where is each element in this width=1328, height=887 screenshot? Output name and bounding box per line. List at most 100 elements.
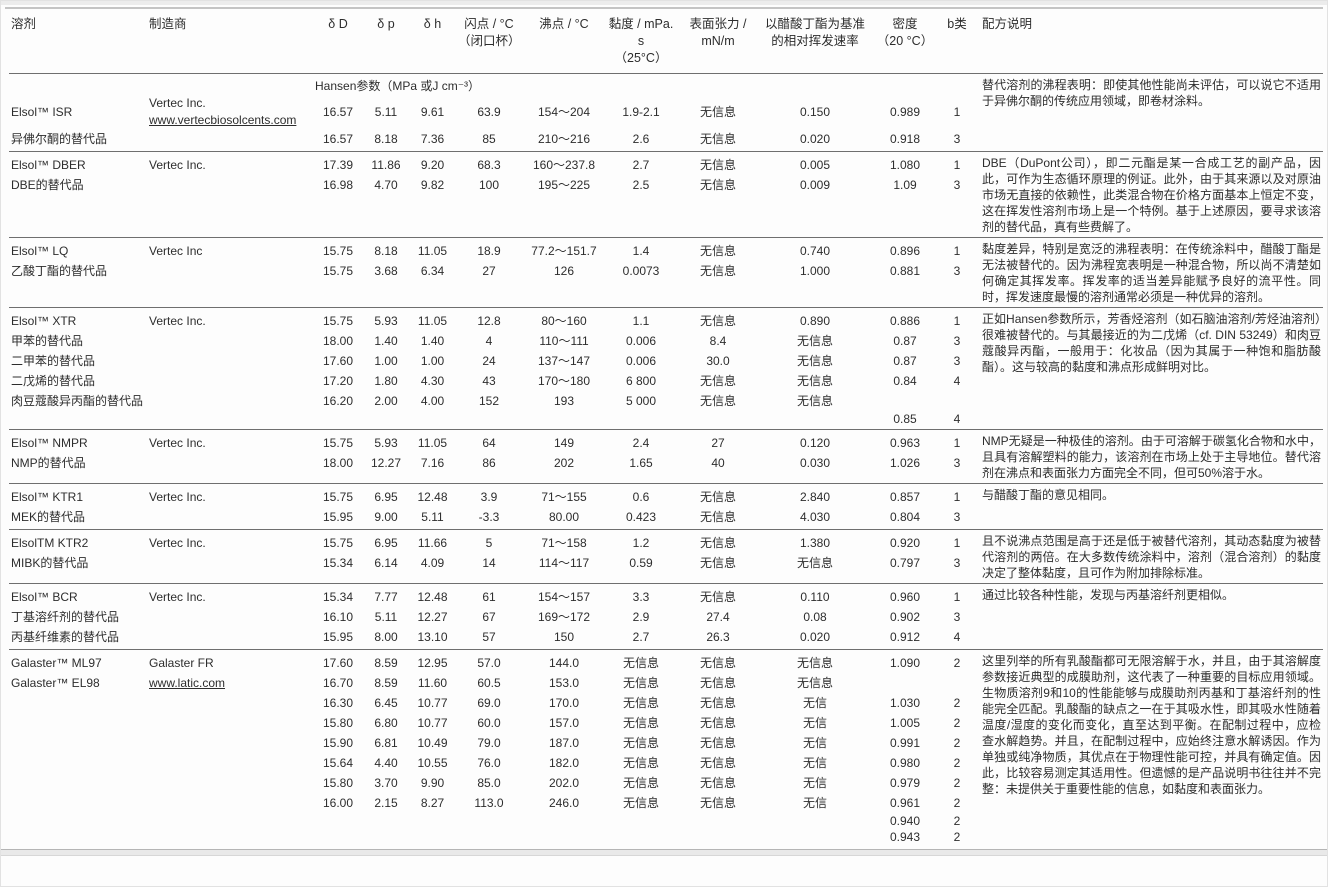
table-row: ElsolTM KTR2 Vertec Inc. 15.75 6.95 11.66 5 71… <box>9 533 974 553</box>
header-row: 溶剂 制造商 δ D δ p δ h 闪点 / °C （闭口杯） 沸点 / °C… <box>9 16 974 67</box>
header-manufacturer: 制造商 <box>149 17 187 31</box>
cell-delta-p: 5.11 <box>374 609 398 624</box>
cell-delta-p: 9.00 <box>374 509 398 524</box>
cell-viscosity: 无信息 <box>622 715 659 730</box>
cell-b-class: 1 <box>953 589 961 604</box>
cell-surface-tension: 无信息 <box>699 263 736 278</box>
solvent-name: Elsol™ KTR1 <box>11 489 84 504</box>
section-rows: Galaster™ ML97 Galaster FR 17.60 8.59 12.95 5… <box>9 653 974 845</box>
table-row: MEK的替代品 15.95 9.00 5.11 -3.3 80.00 0.423 无信息 4.0… <box>9 507 974 527</box>
cell-delta-p: 2.15 <box>374 795 398 810</box>
solvent-name: 二甲苯的替代品 <box>11 353 96 368</box>
cell-viscosity: 2.4 <box>632 435 650 450</box>
cell-density: 0.896 <box>889 243 921 258</box>
cell-density: 1.030 <box>889 695 921 710</box>
cell-surface-tension: 无信息 <box>699 313 736 328</box>
cell-boiling-point: 77.2～151.7 <box>531 243 597 258</box>
cell-surface-tension: 无信息 <box>699 104 736 119</box>
cell-viscosity: 1.1 <box>632 313 650 328</box>
table-row: 0.85 4 <box>9 411 974 427</box>
cell-delta-d: 15.75 <box>322 535 354 550</box>
cell-viscosity: 无信息 <box>622 675 659 690</box>
cell-delta-p: 4.40 <box>374 755 398 770</box>
cell-flash-point: 14 <box>482 555 496 570</box>
solvent-name: 甲苯的替代品 <box>11 333 84 348</box>
header-delta-p: δ p <box>377 17 395 31</box>
cell-manufacturer: Vertec Inc. www.vertecbiosolcents.com <box>147 95 313 129</box>
cell-flash-point: -3.3 <box>478 509 500 524</box>
cell-evaporation-rate: 无信 <box>802 695 827 710</box>
cell-b-class: 1 <box>953 104 961 119</box>
table-row: Elsol™ LQ Vertec Inc 15.75 8.18 11.05 18.9 77.… <box>9 241 974 261</box>
cell-delta-h: 9.20 <box>420 157 445 172</box>
cell-density: 1.09 <box>893 177 917 192</box>
cell-delta-h: 9.61 <box>420 104 445 119</box>
table-row: Elsol™ KTR1 Vertec Inc. 15.75 6.95 12.48 3.9 7… <box>9 487 974 507</box>
cell-viscosity: 无信息 <box>622 735 659 750</box>
section-rows: Hansen参数（MPa 或J cm⁻³） Elsol™ ISR Vertec In… <box>9 77 974 149</box>
manufacturer-name: Vertec Inc. <box>149 435 206 450</box>
cell-delta-d: 15.75 <box>322 243 354 258</box>
cell-density: 0.920 <box>889 535 921 550</box>
table-row: 二戊烯的替代品 17.20 1.80 4.30 43 170～180 6 800 无信息 无信息… <box>9 371 974 391</box>
page-top-band <box>1 1 1327 5</box>
cell-density: 0.87 <box>893 353 917 368</box>
cell-b-class: 2 <box>953 695 961 710</box>
cell-delta-d: 16.10 <box>322 609 354 624</box>
solvent-name: ElsolTM KTR2 <box>11 535 89 550</box>
cell-flash-point: 18.9 <box>477 243 501 258</box>
cell-delta-p: 2.00 <box>374 393 398 408</box>
solvent-name: 二戊烯的替代品 <box>11 373 96 388</box>
cell-delta-p: 8.59 <box>374 675 398 690</box>
cell-boiling-point: 149 <box>553 435 575 450</box>
cell-delta-p: 6.95 <box>374 489 398 504</box>
section-rows: Elsol™ BCR Vertec Inc. 15.34 7.77 12.48 61 154… <box>9 587 974 647</box>
header-flash-point-line1: 闪点 / °C <box>464 17 514 31</box>
formulation-note: 与醋酸丁酯的意见相同。 <box>982 488 1115 502</box>
cell-flash-point: 61 <box>482 589 496 604</box>
cell-surface-tension: 无信息 <box>699 177 736 192</box>
cell-delta-p: 7.77 <box>374 589 398 604</box>
cell-viscosity: 0.006 <box>625 333 657 348</box>
cell-delta-d: 15.34 <box>322 555 354 570</box>
cell-surface-tension: 无信息 <box>699 535 736 550</box>
section-rows: Elsol™ NMPR Vertec Inc. 15.75 5.93 11.05 64 14… <box>9 433 974 481</box>
table-row: 15.64 4.40 10.55 76.0 182.0 无信息 无信息 无信 0.980 2 <box>9 753 974 773</box>
cell-boiling-point: 110～111 <box>539 333 589 348</box>
cell-delta-h: 11.66 <box>417 535 448 550</box>
cell-viscosity: 无信息 <box>622 795 659 810</box>
cell-surface-tension: 无信息 <box>699 373 736 388</box>
cell-b-class: 4 <box>953 411 961 426</box>
manufacturer-link[interactable]: www.vertecbiosolcents.com <box>149 113 297 127</box>
cell-manufacturer: Vertec Inc. <box>147 157 313 174</box>
cell-boiling-point: 160～237.8 <box>532 157 596 172</box>
header-flash-point-line2: （闭口杯） <box>458 34 521 48</box>
cell-delta-d: 15.90 <box>322 735 354 750</box>
table-row: 丙基纤维素的替代品 15.95 8.00 13.10 57 150 2.7 26.3 0.020… <box>9 627 974 647</box>
cell-evaporation-rate: 无信 <box>802 755 827 770</box>
cell-viscosity: 1.4 <box>632 243 650 258</box>
cell-boiling-point: 157.0 <box>548 715 580 730</box>
cell-surface-tension: 27.4 <box>706 609 730 624</box>
cell-delta-d: 15.80 <box>322 715 354 730</box>
cell-boiling-point: 80.00 <box>548 509 580 524</box>
cell-evaporation-rate: 1.000 <box>799 263 831 278</box>
cell-b-class: 4 <box>953 629 961 644</box>
cell-density: 0.943 <box>889 829 921 844</box>
cell-viscosity: 2.9 <box>632 609 650 624</box>
cell-delta-d: 16.70 <box>322 675 354 690</box>
hansen-parameters-label: Hansen参数（MPa 或J cm⁻³） <box>315 78 481 93</box>
cell-density: 0.881 <box>889 263 921 278</box>
solvent-section: Elsol™ DBER Vertec Inc. 17.39 11.86 9.20 68.3… <box>9 151 1323 237</box>
cell-delta-d: 16.57 <box>322 131 354 146</box>
solvent-name: Elsol™ LQ <box>11 243 69 258</box>
solvent-name: 丙基纤维素的替代品 <box>11 629 120 644</box>
table-row: Galaster™ EL98 www.latic.com 16.70 8.59 11.6… <box>9 673 974 693</box>
cell-delta-d: 16.20 <box>322 393 354 408</box>
cell-density: 0.940 <box>889 813 921 828</box>
cell-delta-d: 16.57 <box>322 104 354 119</box>
cell-density: 0.980 <box>889 755 921 770</box>
manufacturer-link[interactable]: www.latic.com <box>149 675 226 690</box>
cell-evaporation-rate: 无信息 <box>796 353 833 368</box>
cell-density: 0.979 <box>889 775 921 790</box>
